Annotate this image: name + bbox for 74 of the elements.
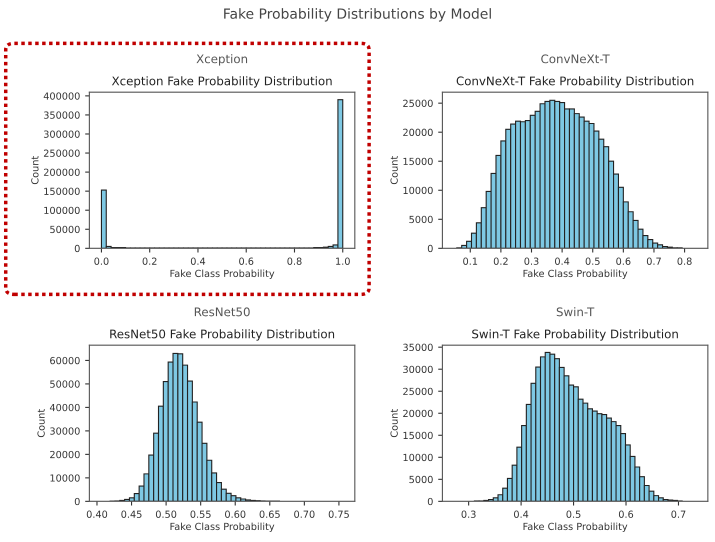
- y-tick-label: 5000: [409, 216, 433, 224]
- x-tick-label: 0.3: [462, 510, 476, 518]
- y-axis-title: Count: [37, 409, 45, 438]
- y-tick-label: 350000: [44, 111, 80, 119]
- y-tick-label: 25000: [403, 100, 433, 108]
- y-tick-label: 0: [428, 498, 433, 506]
- x-tick-label: 0.6: [239, 258, 254, 265]
- y-tick-label: 5000: [409, 476, 433, 484]
- y-tick-label: 20000: [403, 410, 433, 418]
- x-tick-label: 0.5: [586, 258, 600, 265]
- y-tick-label: 100000: [44, 206, 80, 214]
- y-tick-label: 400000: [44, 92, 80, 100]
- chart-title: Swin-T: [556, 307, 594, 316]
- y-tick-label: 40000: [50, 404, 80, 412]
- text: Fake Probability Distributions by Model: [224, 8, 491, 22]
- chart-subtitle: Xception Fake Probability Distribution: [112, 76, 332, 88]
- x-tick-label: 0.5: [566, 510, 580, 518]
- x-tick-label: 1.0: [336, 258, 350, 265]
- x-tick-label: 0.6: [618, 510, 634, 518]
- chart-subtitle: ConvNeXt-T Fake Probability Distribution: [456, 76, 694, 88]
- x-tick-label: 0.7: [646, 258, 661, 265]
- x-tick-label: 0.40: [86, 510, 108, 518]
- y-tick-label: 200000: [44, 168, 80, 176]
- chart-subtitle: Swin-T Fake Probability Distribution: [472, 329, 678, 341]
- x-tick-label: 0.45: [121, 510, 142, 518]
- y-tick-label: 50000: [50, 380, 80, 388]
- x-axis-title: Fake Class Probability: [170, 522, 274, 532]
- x-tick-label: 0.65: [260, 510, 280, 518]
- y-tick-label: 0: [74, 498, 80, 506]
- y-tick-label: 30000: [403, 366, 433, 374]
- x-tick-label: 0.4: [514, 510, 528, 518]
- x-tick-label: 0.8: [677, 258, 692, 265]
- x-tick-label: 0.6: [616, 258, 630, 265]
- x-tick-label: 0.0: [94, 258, 109, 265]
- chart-title: Xception: [196, 54, 248, 66]
- x-tick-label: 0.8: [287, 258, 302, 265]
- chart-title: ResNet50: [194, 307, 250, 316]
- y-tick-label: 60000: [50, 356, 80, 364]
- y-tick-label: 0: [74, 244, 80, 252]
- x-tick-label: 0.7: [671, 510, 686, 518]
- x-tick-label: 0.1: [463, 258, 478, 265]
- y-tick-label: 35000: [403, 344, 433, 352]
- x-axis-title: Fake Class Probability: [170, 270, 274, 279]
- x-tick-label: 0.55: [190, 510, 211, 518]
- y-tick-label: 15000: [404, 158, 433, 166]
- y-tick-label: 300000: [44, 130, 80, 138]
- y-axis-title: Count: [390, 409, 398, 438]
- chart-title: ConvNeXt-T: [541, 54, 610, 64]
- y-tick-label: 10000: [50, 474, 80, 482]
- y-tick-label: 10000: [404, 454, 433, 462]
- chart-subtitle: ResNet50 Fake Probability Distribution: [110, 329, 334, 341]
- x-tick-label: 0.70: [294, 510, 315, 518]
- y-tick-label: 15000: [404, 432, 433, 440]
- x-tick-label: 0.50: [156, 510, 176, 518]
- x-tick-label: 0.2: [494, 258, 508, 265]
- y-tick-label: 25000: [403, 388, 433, 396]
- x-tick-label: 0.75: [328, 510, 349, 518]
- y-tick-label: 20000: [50, 450, 80, 458]
- x-tick-label: 0.60: [225, 510, 246, 518]
- x-tick-label: 0.4: [555, 258, 570, 265]
- x-tick-label: 0.2: [142, 258, 156, 265]
- x-axis-title: Fake Class Probability: [524, 270, 628, 279]
- y-tick-label: 0: [428, 244, 433, 252]
- y-axis-title: Count: [390, 156, 398, 184]
- y-tick-label: 10000: [404, 186, 433, 194]
- y-tick-label: 250000: [44, 150, 80, 157]
- x-tick-label: 0.4: [190, 258, 206, 265]
- y-tick-label: 30000: [50, 427, 80, 435]
- x-tick-label: 0.3: [524, 258, 538, 265]
- y-tick-label: 20000: [403, 128, 433, 136]
- x-axis-title: Fake Class Probability: [524, 522, 628, 532]
- y-axis-title: Count: [31, 156, 39, 184]
- y-tick-label: 50000: [50, 226, 80, 234]
- y-tick-label: 150000: [44, 188, 80, 195]
